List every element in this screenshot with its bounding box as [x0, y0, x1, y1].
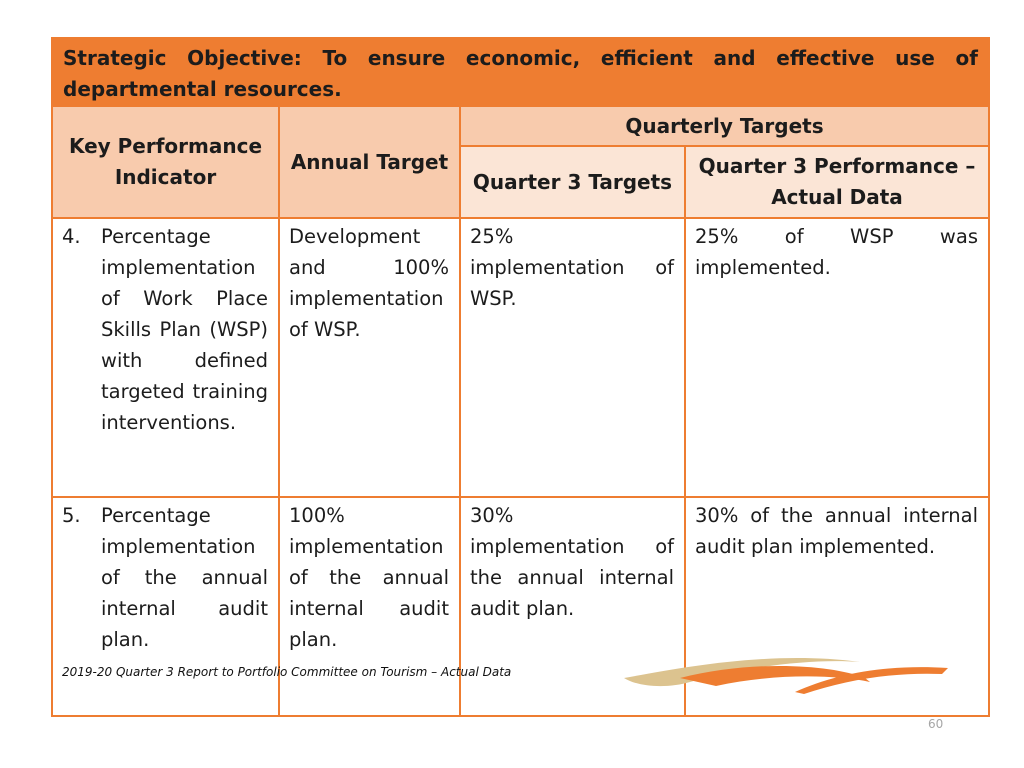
- kpi-cell: 4. Percentage implementation of Work Pla…: [51, 217, 280, 498]
- logo-orange-wing: [795, 667, 948, 694]
- kpi-cell: 5. Percentage implementation of the annu…: [51, 496, 280, 717]
- annual-target-cell: 100% implementation of the annual intern…: [278, 496, 461, 717]
- logo-orange-swoosh: [680, 665, 870, 686]
- q3-actual-cell: 25% of WSP was implemented.: [684, 217, 990, 498]
- header-q3-performance-label: Quarter 3 Performance – Actual Data: [698, 154, 976, 209]
- header-quarterly-targets-label: Quarterly Targets: [625, 113, 824, 138]
- page-number: 60: [928, 717, 944, 731]
- kpi-table: Strategic Objective: To ensure economic,…: [51, 37, 990, 717]
- header-quarterly-targets: Quarterly Targets: [459, 105, 990, 147]
- footer-text: 2019-20 Quarter 3 Report to Portfolio Co…: [62, 665, 512, 679]
- table-row: 4. Percentage implementation of Work Pla…: [51, 217, 990, 498]
- swoosh-logo: [624, 658, 948, 694]
- header-q3-targets: Quarter 3 Targets: [459, 145, 686, 219]
- header-annual-target: Annual Target: [278, 105, 461, 219]
- header-q3-performance: Quarter 3 Performance – Actual Data: [684, 145, 990, 219]
- table-row: 5. Percentage implementation of the annu…: [51, 496, 990, 717]
- header-kpi: Key Performance Indicator: [51, 105, 280, 219]
- header-q3-targets-label: Quarter 3 Targets: [472, 169, 673, 194]
- q3-target-cell: 25% implementation of WSP.: [459, 217, 686, 498]
- header-annual-target-label: Annual Target: [290, 149, 449, 174]
- annual-target-cell: Development and 100% implementation of W…: [278, 217, 461, 498]
- header-kpi-label: Key Performance Indicator: [68, 134, 263, 189]
- kpi-text: Percentage implementation of Work Place …: [101, 225, 268, 434]
- logo-gold-swoosh: [624, 658, 860, 687]
- kpi-number: 5.: [62, 504, 81, 527]
- strategic-objective: Strategic Objective: To ensure economic,…: [51, 37, 990, 107]
- kpi-text: Percentage implementation of the annual …: [101, 504, 268, 651]
- kpi-number: 4.: [62, 225, 81, 248]
